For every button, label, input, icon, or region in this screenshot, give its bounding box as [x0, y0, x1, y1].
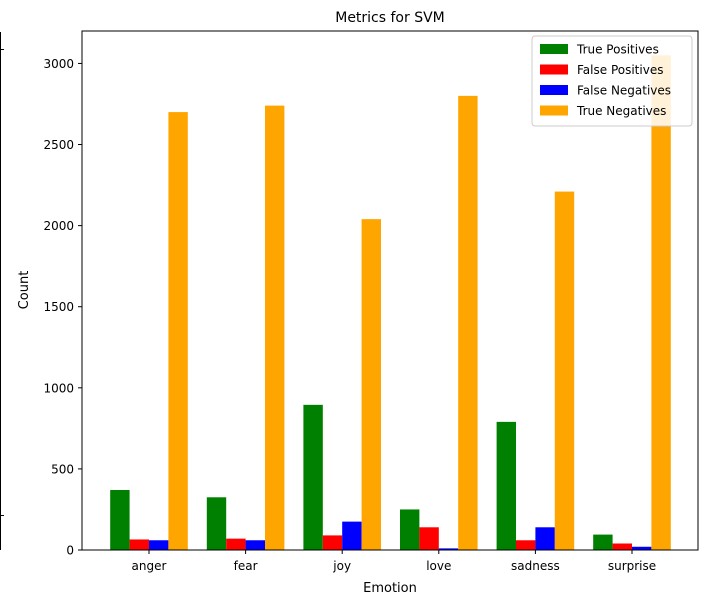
y-tick-label: 1500 [43, 300, 74, 314]
legend-label: True Positives [576, 43, 659, 57]
x-tick-label: joy [332, 559, 351, 573]
bar-false-positives-surprise [613, 544, 632, 550]
x-axis: anger fear joy love sadness surprise [132, 550, 657, 573]
y-axis: 0 500 1000 1500 2000 2500 3000 [43, 57, 82, 558]
bar-true-negatives-sadness [555, 192, 574, 550]
bar-true-negatives-love [458, 96, 477, 550]
chart-title: Metrics for SVM [335, 10, 445, 26]
bar-false-positives-joy [323, 535, 342, 550]
legend-swatch [540, 44, 568, 54]
bar-false-negatives-joy [342, 522, 361, 550]
x-tick-label: love [426, 559, 451, 573]
legend-label: True Negatives [576, 104, 666, 118]
bar-true-positives-sadness [497, 422, 516, 550]
legend-swatch [540, 106, 568, 116]
bar-true-negatives-surprise [651, 55, 670, 550]
bar-false-negatives-sadness [535, 527, 554, 550]
bar-false-negatives-anger [149, 540, 168, 550]
bar-false-positives-love [419, 527, 438, 550]
y-tick-label: 500 [51, 462, 74, 476]
bar-false-positives-sadness [516, 540, 535, 550]
y-tick-label: 1000 [43, 381, 74, 395]
bar-true-negatives-anger [168, 112, 187, 550]
legend-swatch [540, 85, 568, 95]
bar-true-negatives-joy [362, 219, 381, 550]
bar-true-negatives-fear [265, 106, 284, 550]
bar-true-positives-surprise [593, 535, 612, 550]
legend: True Positives False Positives False Negat… [532, 36, 692, 126]
x-tick-label: surprise [608, 559, 656, 573]
x-tick-label: anger [132, 559, 167, 573]
legend-label: False Positives [577, 63, 663, 77]
bar-false-positives-anger [130, 539, 149, 550]
legend-label: False Negatives [577, 84, 671, 98]
bar-true-positives-joy [303, 405, 322, 550]
y-tick-label: 2000 [43, 219, 74, 233]
y-tick-label: 2500 [43, 138, 74, 152]
bars-group [110, 55, 671, 550]
bar-false-negatives-fear [246, 540, 265, 550]
y-tick-label: 3000 [43, 57, 74, 71]
bar-false-positives-fear [226, 539, 245, 550]
y-tick-label: 0 [66, 544, 74, 558]
y-axis-label: Count [17, 271, 32, 310]
x-tick-label: fear [234, 559, 258, 573]
bar-true-positives-anger [110, 490, 129, 550]
bar-true-positives-love [400, 509, 419, 550]
x-axis-label: Emotion [363, 581, 417, 596]
legend-swatch [540, 65, 568, 75]
x-tick-label: sadness [511, 559, 560, 573]
bar-true-positives-fear [207, 497, 226, 550]
